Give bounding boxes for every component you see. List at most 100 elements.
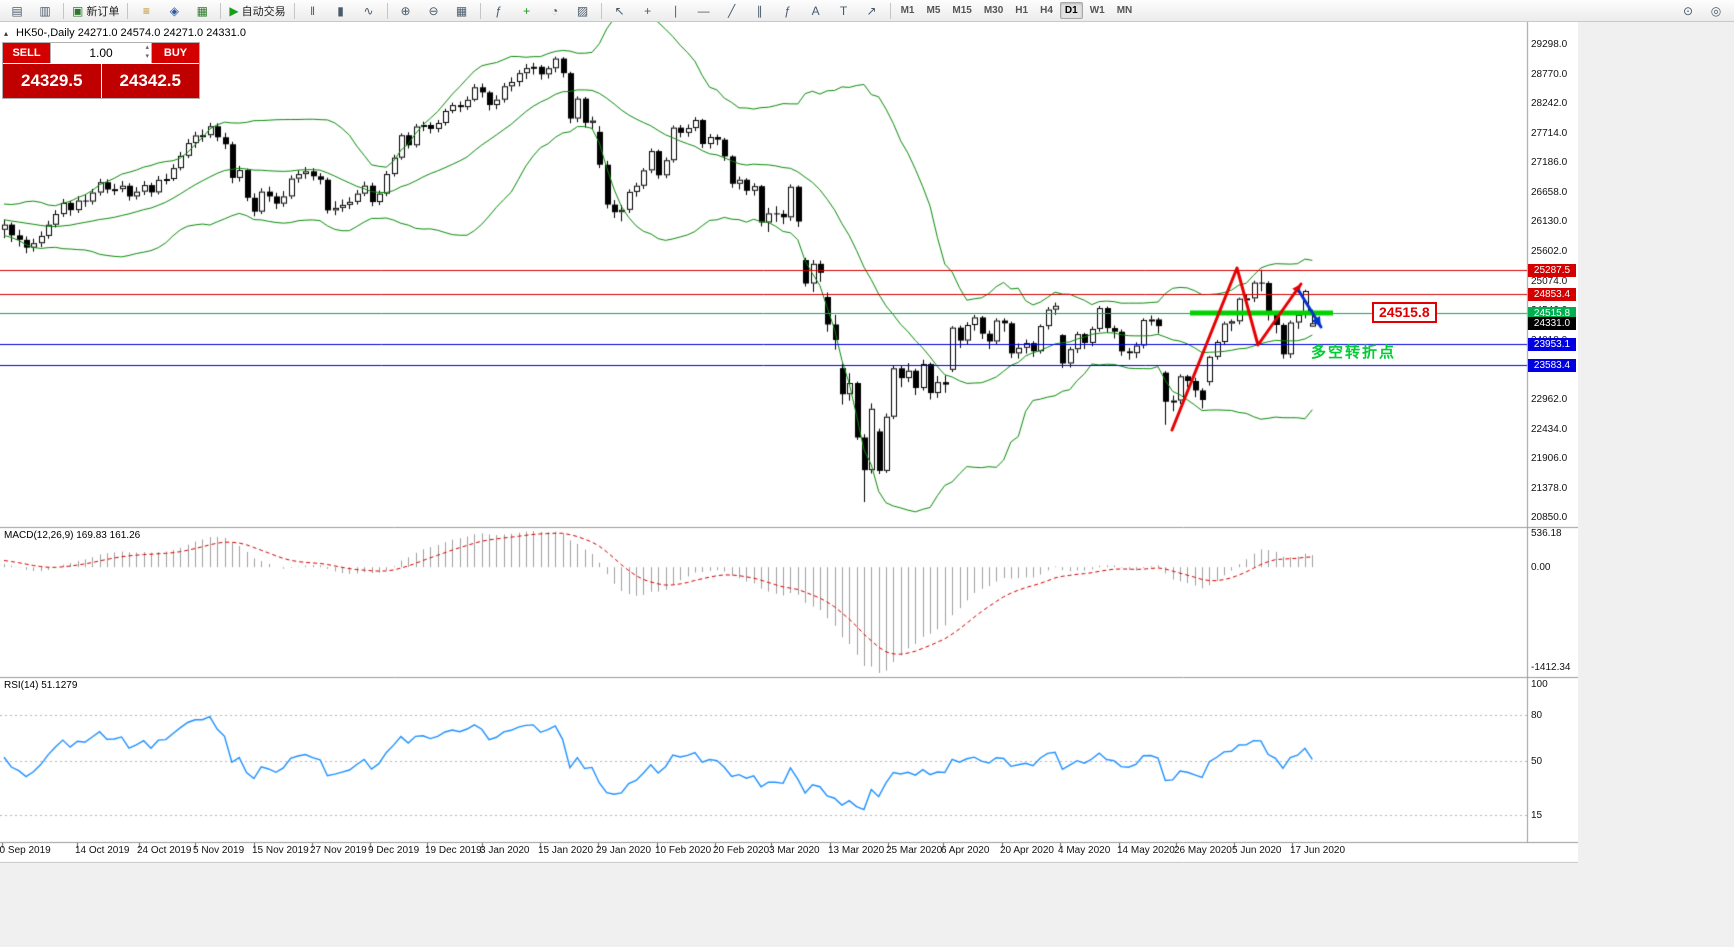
time-axis-label: 10 Feb 2020 [655,845,712,856]
bar-chart-icon[interactable]: ‖ [300,1,326,21]
community-icon[interactable]: ◎ [1703,1,1729,21]
periods-icon: ◔ [550,3,559,18]
spin-up-icon[interactable]: ▴ [145,44,149,51]
price-axis-label: 27714.0 [1531,127,1568,139]
profiles-icon[interactable]: ▥ [32,1,58,21]
spin-down-icon[interactable]: ▾ [145,53,149,60]
indicators-list-icon: ƒ [495,3,502,18]
indicators-list-icon[interactable]: ƒ [486,1,512,21]
search-icon: ⊙ [1682,4,1694,18]
price-axis-label: 29298.0 [1531,39,1568,50]
market-watch-icon: ≡ [142,3,150,18]
community-icon: ◎ [1710,4,1722,18]
rsi-scale-label: 50 [1531,756,1543,767]
channel-icon[interactable]: ∥ [747,1,773,21]
toolbar-separator [63,2,64,19]
price-axis-label: 21378.0 [1531,482,1568,494]
terminal-icon[interactable]: ▦ [189,1,215,21]
new-chart-icon[interactable]: ▤ [4,1,30,21]
timeframe-button-m15[interactable]: M15 [952,5,972,16]
timeframe-button-m30[interactable]: M30 [983,5,1004,16]
toolbar-groups: ▤ ▥ ▣ 新订单 ≡ ◈ ▦ ▶ 自动交易 ‖ ▮ ∿ ⊕ ⊖ ▦ ƒ + ◔ ▨ ↖ + ∣ — ╱ ∥ ƒ A T ↗ M1 M5 M1… [3,0,1138,22]
price-axis-label: 22962.0 [1531,393,1568,405]
templates-icon[interactable]: ▨ [570,1,596,21]
hline-price-tag: 24515.8 [1528,306,1576,320]
toolbar-separator [600,2,602,19]
sell-button[interactable]: SELL [3,43,50,63]
timeframe-button-d1[interactable]: D1 [1059,2,1083,19]
time-axis-label: 3 Mar 2020 [769,845,820,856]
turning-point-text[interactable]: 多空转折点 [1311,344,1397,361]
vertical-line-icon[interactable]: ∣ [663,1,689,21]
horizontal-line-icon: — [697,3,710,18]
price-axis-label: 26130.0 [1531,216,1568,228]
timeframe-button-w1[interactable]: W1 [1089,5,1105,16]
arrows-icon: ↗ [866,3,877,18]
rsi-indicator-label: RSI(14) 51.1279 [4,680,78,691]
arrows-icon[interactable]: ↗ [859,1,885,21]
cursor-icon[interactable]: ↖ [607,1,633,21]
time-axis-label: 29 Jan 2020 [596,845,652,856]
trendline-icon[interactable]: ╱ [719,1,745,21]
time-axis-label: 25 Mar 2020 [886,845,943,856]
time-axis-label: 3 Jan 2020 [480,845,530,856]
sell-price[interactable]: 24329.5 [3,64,102,98]
time-axis-label: 5 Jun 2020 [1232,845,1282,856]
horizontal-line-icon[interactable]: — [691,1,717,21]
volume-spinner[interactable]: ▴ ▾ [145,43,149,61]
hline-price-tag: 24853.4 [1528,287,1576,301]
periods-icon[interactable]: ◔ [542,1,568,21]
new-chart-icon: ▤ [11,3,23,18]
timeframe-button-mn[interactable]: MN [1116,5,1133,16]
autotrading-button-label: 自动交易 [241,5,286,18]
chart-canvas[interactable] [0,22,1578,863]
toolbar-right-icons: ⊙ ◎ [1674,0,1730,22]
buy-price[interactable]: 24342.5 [101,64,199,98]
price-axis-label: 28770.0 [1531,68,1568,80]
new-order-button[interactable]: ▣ 新订单 [69,1,122,21]
candlestick-chart-icon: ▮ [337,3,344,18]
market-watch-icon[interactable]: ≡ [133,1,159,21]
time-axis-label: 9 Dec 2019 [368,845,420,856]
price-axis-label: 25602.0 [1531,246,1568,258]
price-axis-label: 26658.0 [1531,186,1568,198]
time-axis-label: 20 Feb 2020 [713,845,770,856]
toolbar-separator [127,2,129,19]
navigator-icon[interactable]: ◈ [161,1,187,21]
zoom-in-icon: ⊕ [400,3,411,18]
fibonacci-icon[interactable]: ƒ [775,1,801,21]
price-callout-label[interactable]: 24515.8 [1372,302,1437,323]
fibonacci-icon: ƒ [784,3,791,18]
time-axis-label: 19 Dec 2019 [425,845,482,856]
time-axis-label: 15 Nov 2019 [252,845,309,856]
tile-windows-icon[interactable]: ▦ [449,1,475,21]
buy-button[interactable]: BUY [152,43,199,63]
time-axis-label: 27 Nov 2019 [310,845,367,856]
crosshair-icon[interactable]: + [635,1,661,21]
timeframe-button-m5[interactable]: M5 [926,5,941,16]
one-click-toggle-icon[interactable]: ▴ [4,29,9,38]
label-icon[interactable]: T [831,1,857,21]
price-axis-label: 20850.0 [1531,512,1568,524]
zoom-out-icon[interactable]: ⊖ [421,1,447,21]
candlestick-chart-icon[interactable]: ▮ [328,1,354,21]
line-chart-icon[interactable]: ∿ [356,1,382,21]
add-indicator-icon[interactable]: + [514,1,540,21]
volume-input[interactable]: 1.00 ▴ ▾ [50,43,152,63]
macd-scale-label: -1412.34 [1531,662,1571,673]
time-axis-label: 4 May 2020 [1058,845,1111,856]
add-indicator-icon: + [523,3,531,18]
timeframe-button-h4[interactable]: H4 [1040,5,1053,16]
timeframe-button-h1[interactable]: H1 [1015,5,1029,16]
price-axis-label: 21906.0 [1531,453,1568,465]
text-icon[interactable]: A [803,1,829,21]
autotrading-button[interactable]: ▶ 自动交易 [226,1,288,21]
time-axis-label: 26 May 2020 [1174,845,1232,856]
search-icon[interactable]: ⊙ [1675,1,1701,21]
zoom-in-icon[interactable]: ⊕ [393,1,419,21]
timeframe-button-m1[interactable]: M1 [900,5,915,16]
cursor-icon: ↖ [614,3,625,18]
macd-scale-label: 536.18 [1531,528,1562,539]
templates-icon: ▨ [576,3,589,18]
